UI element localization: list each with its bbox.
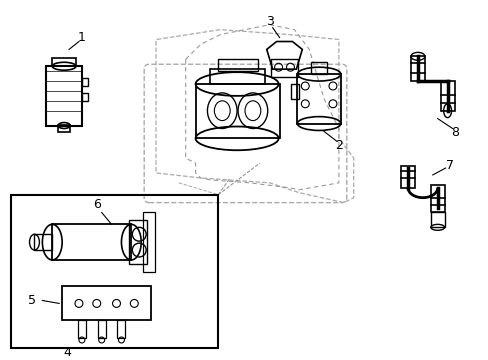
- Bar: [82, 78, 88, 86]
- Bar: [440, 81, 454, 111]
- Text: 1: 1: [78, 31, 86, 44]
- Text: 3: 3: [265, 15, 273, 28]
- Bar: [78, 320, 86, 338]
- Text: 8: 8: [450, 126, 459, 139]
- Text: 5: 5: [28, 294, 37, 307]
- Bar: [58, 125, 70, 132]
- Bar: [430, 185, 444, 212]
- Bar: [117, 320, 125, 338]
- Bar: [34, 234, 52, 250]
- Bar: [52, 224, 131, 260]
- Bar: [82, 93, 88, 101]
- Bar: [129, 220, 147, 264]
- Bar: [143, 212, 155, 272]
- Bar: [310, 62, 326, 74]
- Bar: [52, 58, 76, 66]
- Bar: [210, 69, 264, 84]
- Bar: [218, 59, 257, 71]
- Bar: [410, 56, 424, 81]
- Text: 2: 2: [334, 139, 342, 152]
- Bar: [195, 84, 279, 138]
- Bar: [430, 212, 444, 227]
- Text: 6: 6: [93, 198, 101, 211]
- Bar: [297, 74, 340, 123]
- Bar: [98, 320, 105, 338]
- Bar: [46, 66, 82, 126]
- Bar: [291, 84, 299, 99]
- Bar: [400, 166, 414, 188]
- Bar: [270, 59, 298, 77]
- Bar: [62, 285, 151, 320]
- Text: 7: 7: [445, 158, 453, 172]
- Bar: [11, 195, 218, 348]
- Text: 4: 4: [63, 346, 71, 359]
